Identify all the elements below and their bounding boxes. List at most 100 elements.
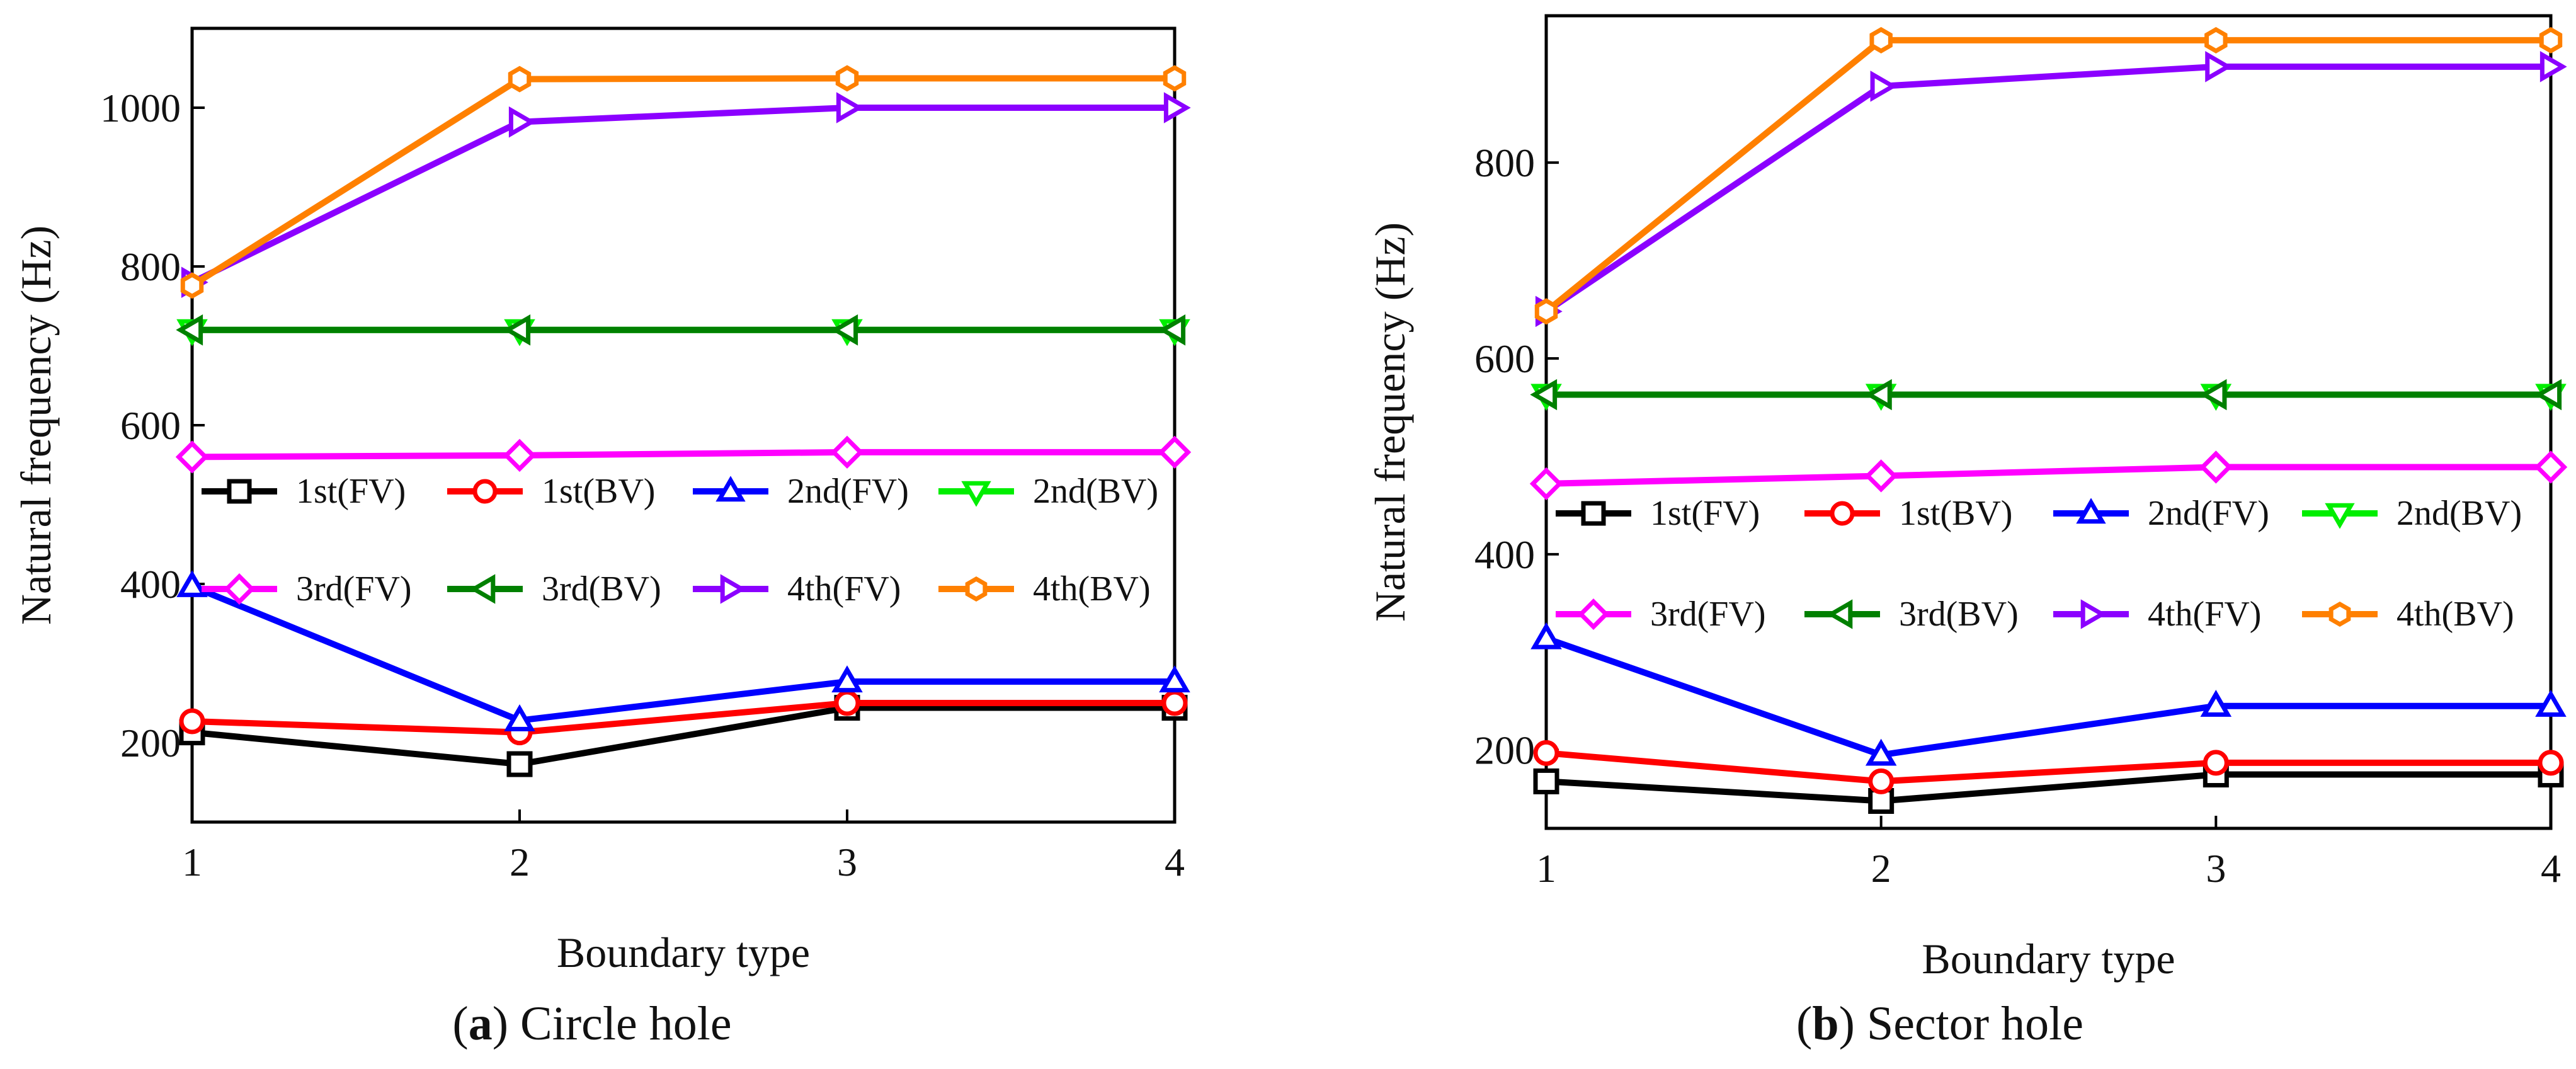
chart-b-series-point-6 <box>2534 379 2562 411</box>
chart-b-legend-label: 2nd(FV) <box>2148 494 2269 533</box>
chart-a-legend-swatch-marker <box>469 574 496 604</box>
chart-b-series-point-5 <box>2199 450 2233 484</box>
chart-a-series-point-2 <box>834 690 860 716</box>
chart-a-legend-item: 4th(FV) <box>693 569 901 609</box>
chart-b-series-point-5 <box>1864 459 1898 493</box>
chart-a-series-point-2 <box>1161 690 1188 716</box>
chart-a-series-point-8 <box>508 66 532 93</box>
chart-a-legend-swatch-marker <box>965 576 988 602</box>
caption-b: (b) Sector hole <box>1796 997 2083 1050</box>
chart-b-series-group <box>1529 26 2568 814</box>
chart-b-legend-label: 1st(BV) <box>1899 494 2012 533</box>
chart-b-legend-swatch-marker <box>1827 599 1853 629</box>
chart-b-legend-item: 3rd(FV) <box>1556 595 1766 634</box>
chart-a-y-tick-label: 800 <box>120 244 181 289</box>
chart-b-y-axis-label: Natural frequency (Hz) <box>1366 222 1414 622</box>
chart-a-x-axis-label: Boundary type <box>557 929 810 976</box>
chart-a-legend-label: 4th(BV) <box>1033 569 1151 609</box>
chart-a-y-tick-label: 200 <box>120 721 181 765</box>
chart-a-series-point-7 <box>508 106 536 138</box>
chart-a-legend-item: 1st(FV) <box>202 472 406 511</box>
chart-a-series-line-1 <box>191 704 1175 768</box>
chart-a-legend-swatch-marker <box>715 476 746 502</box>
chart-a-legend-label: 1st(FV) <box>296 472 406 511</box>
chart-a-legend-swatch-marker <box>227 479 252 504</box>
chart-b-series-point-2 <box>2203 750 2229 776</box>
chart-a-series-line-2 <box>191 700 1175 736</box>
chart-b-series-point-7 <box>2205 51 2233 83</box>
chart-a-legend-swatch-marker <box>472 479 498 504</box>
chart-a-legend-label: 3rd(BV) <box>542 569 661 609</box>
chart-b-series-point-1 <box>1533 768 1559 794</box>
chart-b-x-tick-label: 3 <box>2206 846 2226 891</box>
chart-a-y-tick-label: 400 <box>120 562 181 607</box>
chart-b-series-point-8 <box>2204 26 2228 54</box>
chart-b-legend-swatch-marker <box>2325 503 2355 529</box>
chart-a-y-tick-label: 600 <box>120 403 181 448</box>
chart-sector-hole: 1 2 3 4 200 400 600 800 Boundary type Natural fre… <box>1366 14 2568 983</box>
chart-b-series-line-3 <box>1545 635 2551 758</box>
caption-a: (a) Circle hole <box>452 997 731 1050</box>
chart-b-series-line-2 <box>1546 750 2551 785</box>
chart-b-series-point-2 <box>1868 768 1895 794</box>
chart-b-legend-swatch-marker <box>2076 498 2106 524</box>
chart-b-legend-label: 3rd(BV) <box>1899 595 2019 634</box>
chart-a-x-tick-label: 4 <box>1165 840 1185 884</box>
chart-a-series-point-8 <box>835 65 859 92</box>
chart-a-series-point-7 <box>1163 92 1191 123</box>
chart-a-series-point-7 <box>836 92 863 123</box>
chart-b-legend-item: 1st(BV) <box>1804 494 2012 533</box>
chart-b-legend-label: 3rd(FV) <box>1650 595 1766 634</box>
chart-b-legend-item: 2nd(BV) <box>2302 494 2522 533</box>
chart-b-series-point-3 <box>2200 690 2232 717</box>
chart-a-legend-item: 3rd(BV) <box>447 569 661 609</box>
chart-b-legend-swatch-marker <box>2080 599 2107 629</box>
chart-a-legend-label: 2nd(FV) <box>787 472 909 511</box>
chart-a-series-point-5 <box>175 440 209 474</box>
chart-b-series-point-6 <box>2199 379 2227 411</box>
chart-a-legend-item: 2nd(BV) <box>938 472 1158 511</box>
chart-a-series-point-5 <box>503 438 537 472</box>
chart-a-x-tick-label: 1 <box>182 840 202 884</box>
chart-a-legend-item: 3rd(FV) <box>202 569 412 609</box>
chart-b-series-point-2 <box>2538 750 2564 776</box>
chart-a-series-point-8 <box>180 272 204 299</box>
chart-b-series-point-3 <box>1865 738 1897 766</box>
chart-a-y-axis-label: Natural frequency (Hz) <box>12 226 60 625</box>
chart-b-series-line-1 <box>1546 771 2551 804</box>
chart-b-y-tick-label: 200 <box>1474 728 1535 773</box>
chart-b-legend-item: 3rd(BV) <box>1804 595 2019 634</box>
chart-a-series-line-3 <box>191 583 1175 724</box>
chart-b-legend-swatch-marker <box>2328 601 2351 627</box>
chart-a-legend: 1st(FV) 1st(BV) 2nd(FV) 2nd(BV) 3rd(FV) 3rd(B… <box>202 472 1158 609</box>
chart-a-series-group <box>175 65 1192 777</box>
chart-a-series-point-6 <box>1158 314 1186 346</box>
chart-b-x-tick-label: 4 <box>2541 846 2561 891</box>
chart-a-series-point-6 <box>831 314 858 346</box>
chart-a-legend-label: 1st(BV) <box>542 472 655 511</box>
chart-b-legend-label: 1st(FV) <box>1650 494 1760 533</box>
chart-a-legend-label: 4th(FV) <box>787 569 901 609</box>
chart-b-legend-swatch-marker <box>1581 501 1606 526</box>
chart-b-plot-frame <box>1544 14 2553 830</box>
chart-b-legend-item: 4th(FV) <box>2053 595 2261 634</box>
chart-a-series-line-7 <box>190 105 1175 285</box>
chart-b-series-line-5 <box>1546 464 2551 487</box>
chart-b-x-axis-label: Boundary type <box>1922 935 2175 983</box>
chart-a-y-tick-label: 1000 <box>100 86 181 130</box>
chart-b-series-line-7 <box>1544 63 2551 314</box>
chart-b-series-point-3 <box>1530 622 1562 649</box>
chart-b-x-tick-label: 2 <box>1871 846 1891 891</box>
chart-b-series-point-8 <box>1869 26 1893 54</box>
chart-b-y-tick-label: 400 <box>1474 532 1535 577</box>
chart-a-legend-swatch-marker <box>961 481 991 507</box>
chart-b-series-point-7 <box>2539 51 2567 83</box>
chart-a-series-point-1 <box>506 751 533 777</box>
chart-a-series-point-5 <box>1158 435 1192 469</box>
chart-a-x-tick-label: 3 <box>837 840 857 884</box>
chart-b-series-line-8 <box>1544 37 2551 314</box>
chart-b-series-point-6 <box>1864 379 1892 411</box>
chart-a-series-line-8 <box>190 75 1175 289</box>
chart-a-series-point-8 <box>1163 65 1187 92</box>
